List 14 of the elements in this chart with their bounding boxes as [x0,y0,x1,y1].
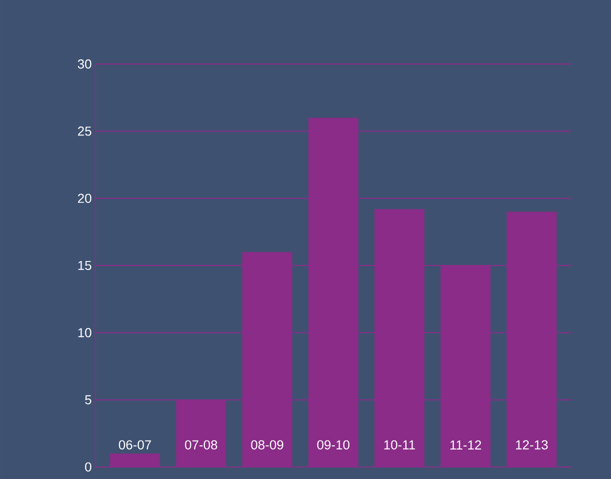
x-tick-label: 10-11 [384,440,415,450]
x-tick-label: 06-07 [118,440,151,450]
x-tick-label: 09-10 [317,440,350,450]
y-tick-label: 5 [85,395,92,404]
y-tick-label: 30 [78,59,92,69]
y-tick-label: 20 [78,194,92,203]
x-tick-label: 08-09 [251,440,284,450]
y-tick-label: 25 [78,126,92,136]
y-tick-label: 10 [78,328,92,338]
x-tick-label: 07-08 [184,440,218,450]
x-tick-label: 12-13 [516,440,548,450]
y-tick-label: 0 [85,462,92,472]
x-tick-label: 11-12 [450,440,482,450]
y-tick-label: 15 [78,260,92,270]
